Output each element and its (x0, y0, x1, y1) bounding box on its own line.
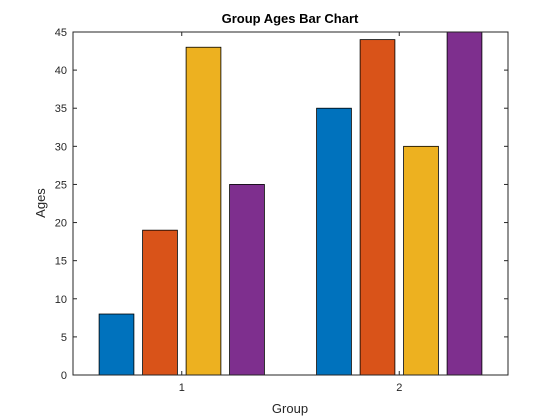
y-tick-label: 20 (55, 218, 67, 230)
y-tick-label: 10 (55, 294, 67, 306)
bar-series-3-group-2 (403, 145, 439, 376)
y-tick-label: 45 (55, 27, 67, 39)
bar-series-2-group-2 (359, 39, 396, 376)
y-tick-label: 15 (55, 256, 67, 268)
axes-box (72, 31, 509, 376)
bar-series-1-group-2 (316, 107, 352, 376)
chart-title: Group Ages Bar Chart (222, 11, 359, 26)
y-tick-label: 30 (55, 141, 67, 153)
x-tick-label: 1 (179, 382, 185, 394)
bars (98, 31, 483, 376)
x-axis-label: Group (272, 401, 308, 416)
y-axis-ticks: 0 5 10 15 20 25 30 35 40 45 (55, 27, 508, 382)
bar-series-4-group-1 (229, 184, 265, 376)
bar-series-4-group-2 (446, 31, 483, 376)
x-tick-label: 2 (396, 382, 402, 394)
y-tick-label: 0 (61, 370, 67, 382)
bar-series-1-group-1 (98, 313, 135, 376)
y-tick-label: 40 (55, 65, 67, 77)
bar-series-2-group-1 (142, 229, 178, 376)
y-tick-label: 35 (55, 103, 67, 115)
plot-area (73, 32, 508, 375)
y-tick-label: 5 (61, 332, 67, 344)
y-tick-label: 25 (55, 179, 67, 191)
bar-series-3-group-1 (185, 46, 222, 376)
y-axis-label: Ages (33, 188, 48, 218)
